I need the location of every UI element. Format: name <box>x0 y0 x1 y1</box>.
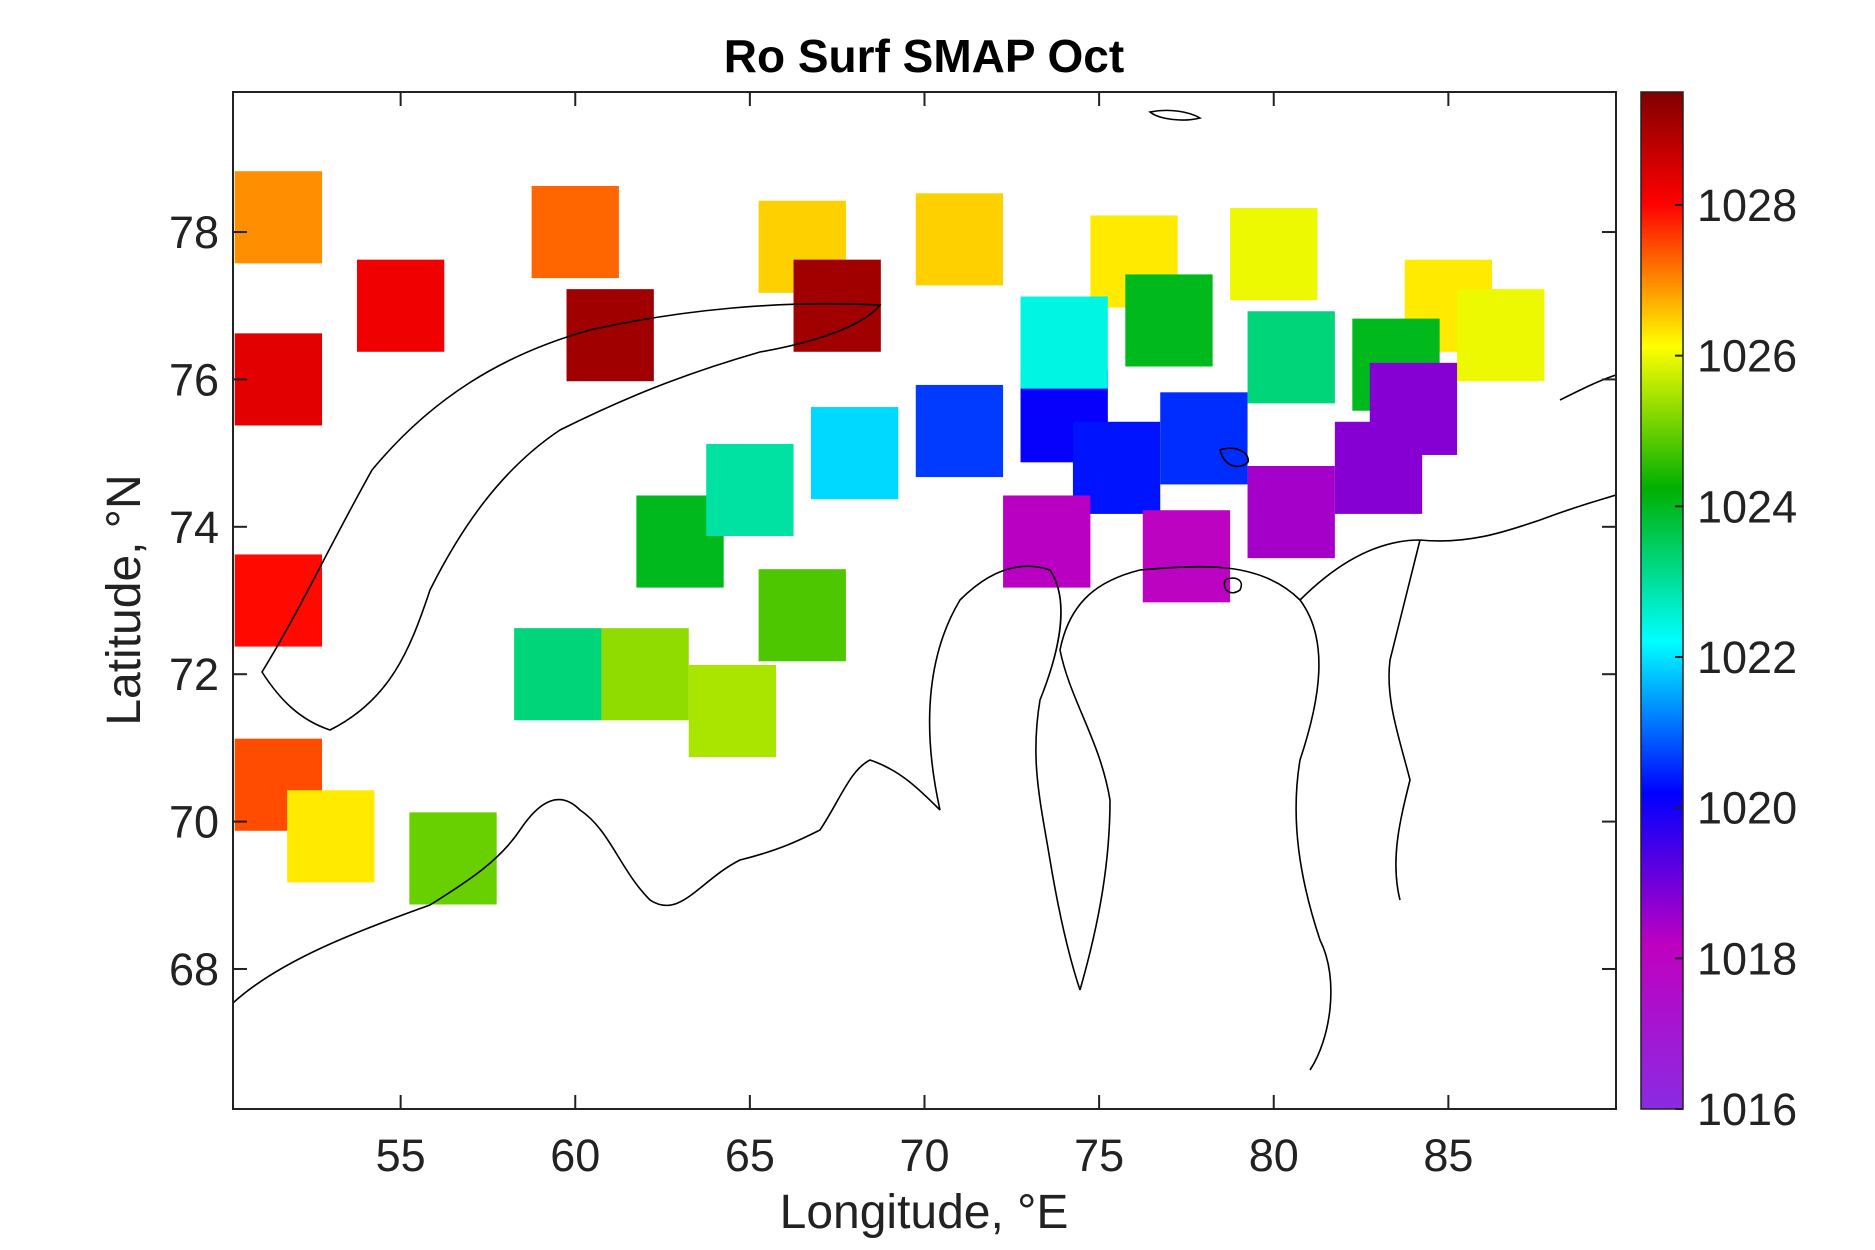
y-tick-label: 68 <box>169 944 219 995</box>
data-cell <box>287 790 375 883</box>
data-cell <box>1142 510 1231 603</box>
colorbar-tick-label: 1026 <box>1697 331 1797 382</box>
x-tick-label: 80 <box>1249 1130 1299 1181</box>
colorbar-tick-label: 1018 <box>1697 933 1797 984</box>
coastline-gydan <box>1059 565 1332 1071</box>
x-axis: 55 60 65 70 75 80 85 <box>376 92 1473 1181</box>
data-cell <box>793 259 881 352</box>
colorbar-tick-label: 1020 <box>1697 783 1797 834</box>
data-cell <box>1230 208 1318 301</box>
data-cell <box>1457 289 1545 382</box>
x-tick-label: 70 <box>899 1130 949 1181</box>
data-cell <box>1247 311 1335 404</box>
x-tick-label: 65 <box>725 1130 775 1181</box>
colorbar-tick-label: 1024 <box>1697 481 1797 532</box>
coastline-novaya-zemlya <box>261 302 882 731</box>
y-axis: 68 70 72 74 76 78 <box>169 207 1616 995</box>
x-tick-label: 85 <box>1423 1130 1473 1181</box>
data-cell <box>566 289 654 382</box>
data-cell <box>409 812 497 905</box>
y-axis-label: Latitude, °N <box>98 474 151 725</box>
data-cell <box>758 569 846 662</box>
data-cell <box>234 554 323 647</box>
data-cell <box>1125 274 1213 367</box>
x-tick-label: 55 <box>376 1130 426 1181</box>
chart-title: Ro Surf SMAP Oct <box>724 30 1124 82</box>
data-cell <box>915 193 1004 286</box>
colorbar-tick-label: 1028 <box>1697 180 1797 231</box>
x-tick-label: 60 <box>550 1130 600 1181</box>
coastline-yenisei-gulf <box>1388 539 1421 901</box>
colorbar-ticks: 1016 1018 1020 1022 1024 1026 1028 <box>1675 180 1797 1135</box>
coastline <box>233 109 1616 1071</box>
data-cell <box>688 664 777 758</box>
coastline-severnaya-zemlya <box>1559 374 1616 401</box>
data-cell <box>1247 466 1335 559</box>
data-cell <box>1020 296 1108 389</box>
colorbar-tick-label: 1016 <box>1697 1084 1797 1135</box>
data-cell <box>1003 495 1091 588</box>
data-cell <box>356 259 445 352</box>
data-cell <box>810 407 899 500</box>
y-tick-label: 70 <box>169 797 219 848</box>
data-cell <box>514 628 602 721</box>
data-cells <box>234 171 1545 905</box>
x-axis-label: Longitude, °E <box>780 1186 1069 1239</box>
data-cell <box>915 384 1004 478</box>
colorbar-tick-label: 1022 <box>1697 632 1797 683</box>
coastline-mainland-west <box>233 759 941 1004</box>
coastline-taymyr <box>1299 494 1616 601</box>
x-tick-label: 75 <box>1074 1130 1124 1181</box>
y-tick-label: 76 <box>169 354 219 405</box>
y-tick-label: 74 <box>169 502 219 553</box>
data-cell <box>1160 392 1248 485</box>
y-tick-label: 78 <box>169 207 219 258</box>
y-tick-label: 72 <box>169 649 219 700</box>
data-cell <box>234 171 323 264</box>
coastline-yamal <box>928 565 1081 991</box>
data-cell <box>1369 362 1458 455</box>
data-cell <box>706 443 794 537</box>
data-cell <box>234 333 323 426</box>
data-cell <box>601 628 689 721</box>
data-cell <box>531 185 619 279</box>
colorbar <box>1640 91 1684 1110</box>
coastline-islands <box>1148 109 1249 594</box>
